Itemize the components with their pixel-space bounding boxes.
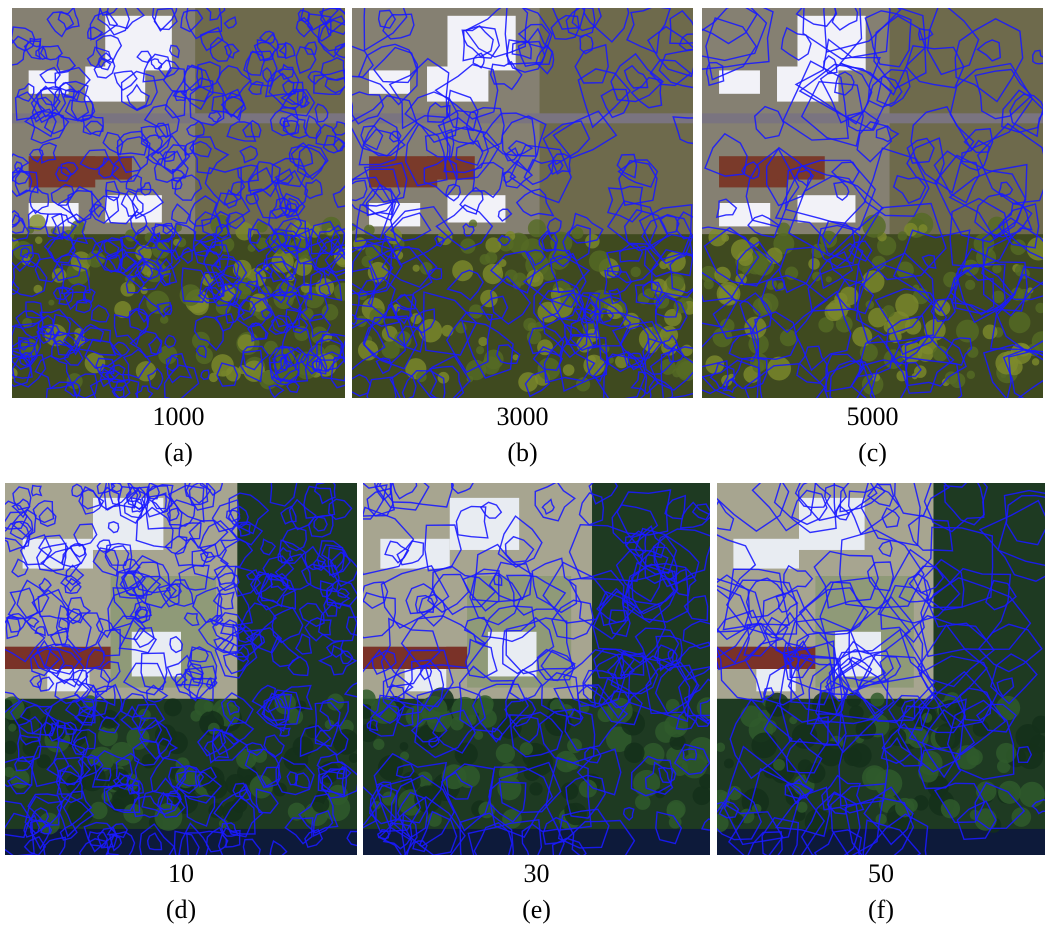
tree: [478, 337, 487, 346]
tree: [196, 347, 213, 364]
panel: 1000 (a): [12, 8, 345, 398]
tree: [1011, 807, 1031, 827]
tree: [8, 724, 16, 732]
segmentation-image: [12, 8, 345, 398]
panel: 3000 (b): [352, 8, 693, 398]
tree: [992, 264, 1001, 273]
tree: [484, 349, 504, 369]
tree: [413, 265, 420, 272]
caption: 1000: [12, 402, 345, 432]
tree: [667, 800, 686, 819]
segmentation-image: [702, 8, 1043, 398]
label: (c): [702, 438, 1043, 468]
tree: [848, 743, 872, 767]
tree: [442, 325, 454, 337]
tree: [808, 258, 820, 270]
tree: [967, 371, 975, 379]
tree: [682, 753, 708, 779]
label: (f): [717, 895, 1045, 925]
panel: 30 (e): [363, 483, 710, 855]
tree: [90, 802, 108, 820]
tree: [563, 364, 575, 376]
tree: [85, 353, 106, 374]
tree: [521, 238, 544, 261]
building: [105, 16, 172, 71]
tree: [724, 758, 734, 768]
building: [132, 632, 181, 677]
tree: [518, 372, 538, 392]
segmentation-image: [352, 8, 693, 398]
tree: [100, 710, 119, 729]
building: [733, 539, 799, 569]
building: [797, 195, 855, 222]
tree: [895, 294, 918, 317]
tree: [420, 262, 433, 275]
panel: 10 (d): [5, 483, 357, 855]
label: (a): [12, 438, 345, 468]
panel: 50 (f): [717, 483, 1045, 855]
segmentation-image: [363, 483, 710, 855]
segmentation-image: [717, 483, 1045, 855]
tree: [400, 742, 409, 751]
caption: 10: [5, 859, 357, 889]
tree: [233, 260, 252, 279]
building: [93, 498, 163, 550]
tree: [48, 300, 54, 306]
caption: 3000: [352, 402, 693, 432]
tree: [373, 739, 384, 750]
tree: [296, 700, 307, 711]
tree: [624, 743, 645, 764]
tree: [529, 782, 542, 795]
tree: [826, 276, 832, 282]
tree: [572, 227, 584, 239]
segmentation-image: [5, 483, 357, 855]
page: 1000 (a) 3000 (b) 5000 (c) 10 (d) 30 (e)…: [0, 0, 1048, 927]
caption: 5000: [702, 402, 1043, 432]
tree: [983, 325, 998, 340]
tree: [870, 693, 884, 707]
tree: [203, 701, 213, 711]
tree: [967, 346, 978, 357]
tree: [237, 278, 254, 295]
tree: [630, 267, 640, 277]
tree: [642, 743, 664, 765]
tree: [1032, 358, 1039, 365]
tree: [758, 293, 779, 314]
label: (b): [352, 438, 693, 468]
tree: [316, 278, 335, 297]
tree: [545, 709, 572, 736]
tree: [1019, 782, 1045, 808]
tree: [165, 731, 188, 754]
tree: [485, 252, 497, 264]
tree: [862, 765, 887, 790]
tree: [164, 698, 182, 716]
label: (d): [5, 895, 357, 925]
roof: [427, 156, 475, 179]
tree: [998, 781, 1021, 804]
tree: [496, 744, 515, 763]
tree: [35, 236, 43, 244]
tree: [406, 706, 428, 728]
label: (e): [363, 895, 710, 925]
tree: [919, 224, 928, 233]
tree: [898, 231, 908, 241]
building: [797, 16, 865, 71]
tree: [751, 733, 777, 759]
building: [427, 67, 488, 102]
tree: [555, 751, 577, 773]
tree: [476, 346, 484, 354]
tree: [965, 280, 975, 290]
tree: [974, 808, 996, 830]
caption: 30: [363, 859, 710, 889]
caption: 50: [717, 859, 1045, 889]
tree: [719, 285, 738, 304]
tree: [293, 736, 314, 757]
tree: [966, 749, 983, 766]
panel: 5000 (c): [702, 8, 1043, 398]
building: [380, 539, 449, 569]
